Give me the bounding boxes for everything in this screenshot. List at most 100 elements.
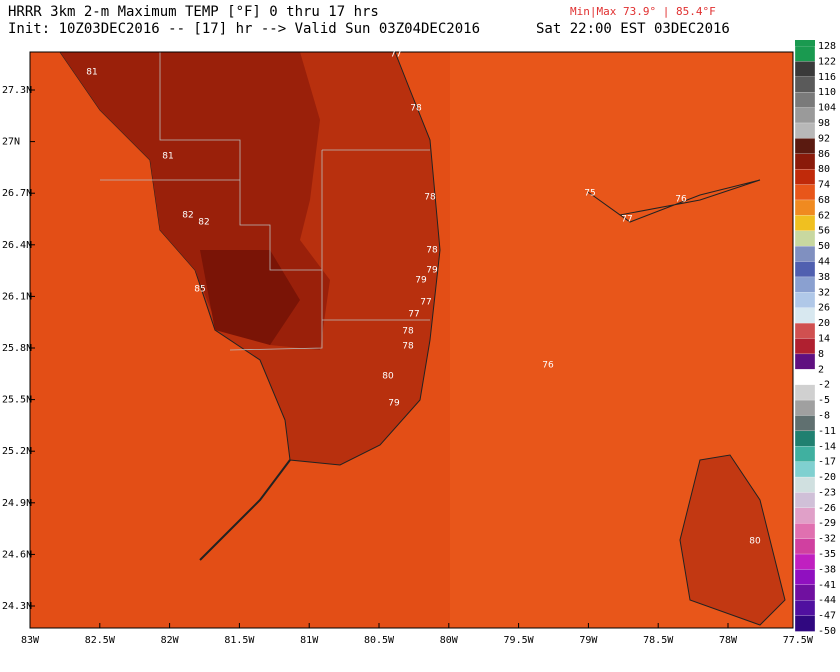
contour-label: 82 <box>182 211 193 221</box>
colorbar-label: 80 <box>818 164 830 175</box>
colorbar-swatch <box>794 353 816 370</box>
colorbar-swatch <box>794 523 816 540</box>
lon-label: 79.5W <box>504 635 535 646</box>
lon-label: 81W <box>300 635 319 646</box>
colorbar-label: 38 <box>818 272 830 283</box>
contour-label: 80 <box>382 372 394 382</box>
lat-label: 25.2N <box>2 446 32 457</box>
colorbar-label: 86 <box>818 149 830 160</box>
colorbar-swatch <box>794 92 816 109</box>
colorbar-label: -41 <box>818 580 836 591</box>
florida-core <box>200 250 300 345</box>
colorbar-label: -50 <box>818 626 836 637</box>
lon-label: 82.5W <box>85 635 116 646</box>
colorbar-label: 26 <box>818 303 830 314</box>
lon-label: 80W <box>440 635 459 646</box>
colorbar-swatch <box>794 45 816 63</box>
contour-label: 77 <box>408 310 419 320</box>
colorbar-swatch <box>794 230 816 247</box>
lon-label: 81.5W <box>224 635 255 646</box>
lat-label: 26.4N <box>2 240 32 251</box>
colorbar-swatch <box>794 215 816 232</box>
colorbar-label: -26 <box>818 503 836 514</box>
colorbar-label: -38 <box>818 564 836 575</box>
contour-label: 78 <box>402 342 414 352</box>
colorbar-label: 50 <box>818 241 830 252</box>
colorbar-label: 20 <box>818 318 830 329</box>
contour-label: 75 <box>584 189 595 199</box>
colorbar-label: 128 <box>818 41 836 52</box>
colorbar-label: 104 <box>818 103 836 114</box>
lat-label: 25.5N <box>2 395 32 406</box>
title: HRRR 3km 2-m Maximum TEMP [°F] 0 thru 17… <box>8 4 379 20</box>
colorbar-swatch <box>794 476 816 494</box>
colorbar-swatch <box>794 245 816 263</box>
colorbar-swatch <box>794 76 816 93</box>
colorbar-swatch <box>794 615 816 632</box>
init-line: Init: 10Z03DEC2016 -- [17] hr --> Valid … <box>8 21 480 37</box>
lat-label: 27N <box>2 137 20 148</box>
lon-label: 77.5W <box>783 635 814 646</box>
contour-label: 81 <box>86 68 97 78</box>
colorbar-swatch <box>794 430 816 447</box>
colorbar-swatch <box>794 553 816 571</box>
colorbar-label: -8 <box>818 410 830 421</box>
lat-label: 26.1N <box>2 291 32 302</box>
colorbar-swatch <box>794 492 816 509</box>
colorbar-swatch <box>794 399 816 417</box>
lat-label: 27.3N <box>2 85 32 96</box>
lon-label: 78W <box>719 635 738 646</box>
colorbar-label: 44 <box>818 257 830 268</box>
colorbar-label: -23 <box>818 487 836 498</box>
colorbar-label: 92 <box>818 133 830 144</box>
lat-label: 24.6N <box>2 549 32 560</box>
colorbar-swatch <box>794 338 816 355</box>
colorbar-label: -47 <box>818 611 836 622</box>
colorbar-swatch <box>794 584 816 601</box>
colorbar-label: -2 <box>818 380 830 391</box>
colorbar-swatch <box>794 384 816 401</box>
colorbar-label: 8 <box>818 349 824 360</box>
grand-bahama <box>587 179 761 223</box>
contour-label: 78 <box>424 193 436 203</box>
contour-label: 82 <box>198 218 209 228</box>
lat-label: 25.8N <box>2 343 32 354</box>
colorbar-swatch <box>794 107 816 124</box>
colorbar-label: 56 <box>818 226 830 237</box>
map <box>30 51 793 628</box>
colorbar-swatch <box>794 122 816 140</box>
colorbar-swatch <box>794 184 816 201</box>
colorbar-label: 74 <box>818 180 830 191</box>
lon-label: 79W <box>579 635 598 646</box>
colorbar-top <box>795 40 815 46</box>
contour-label: 76 <box>675 195 687 205</box>
local-time: Sat 22:00 EST 03DEC2016 <box>536 21 730 37</box>
colorbar-label: -14 <box>818 441 836 452</box>
colorbar-label: 98 <box>818 118 830 129</box>
colorbar-swatch <box>794 138 816 155</box>
contour-label: 77 <box>420 298 431 308</box>
lon-label: 82W <box>161 635 180 646</box>
colorbar-swatch <box>794 261 816 278</box>
colorbar-label: -29 <box>818 518 836 529</box>
colorbar-label: -5 <box>818 395 830 406</box>
lon-label: 78.5W <box>643 635 674 646</box>
colorbar-label: 116 <box>818 72 836 83</box>
colorbar-swatch <box>794 461 816 478</box>
contour-label: 80 <box>749 537 761 547</box>
colorbar-label: -17 <box>818 457 836 468</box>
colorbar-swatch <box>794 153 816 170</box>
contour-label: 81 <box>162 152 173 162</box>
colorbar-swatch <box>794 307 816 324</box>
colorbar-swatch <box>794 369 816 386</box>
colorbar-label: 14 <box>818 334 830 345</box>
colorbar-swatch <box>794 169 816 186</box>
colorbar-swatch <box>794 292 816 309</box>
map-frame <box>29 51 794 629</box>
contour-label: 77 <box>390 50 401 60</box>
contour-label: 79 <box>415 276 427 286</box>
lon-label: 83W <box>21 635 40 646</box>
contour-label: 85 <box>194 285 205 295</box>
colorbar-swatch <box>794 199 816 216</box>
colorbar-label: 110 <box>818 87 836 98</box>
